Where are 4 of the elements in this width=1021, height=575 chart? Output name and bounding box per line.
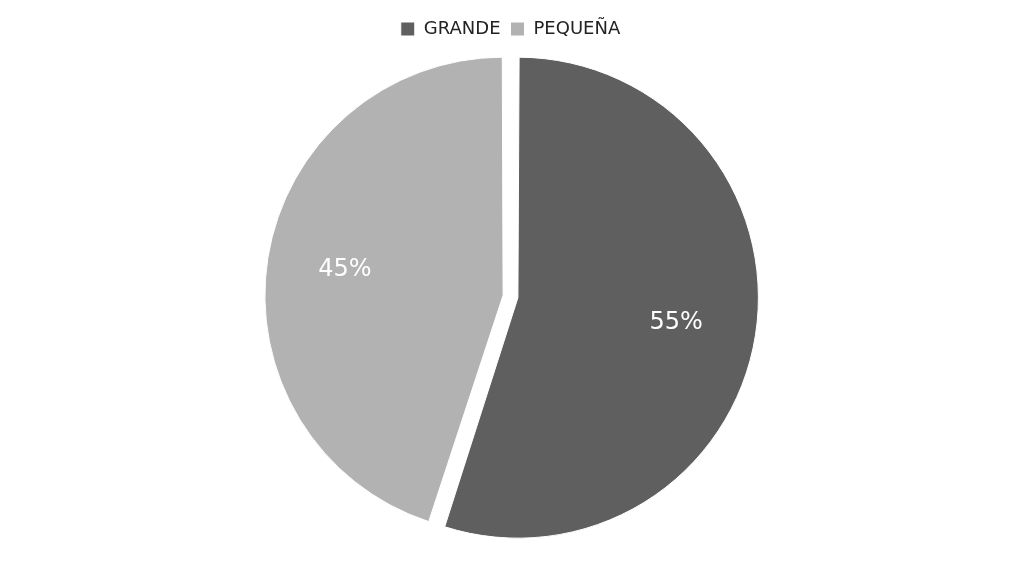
legend-label: GRANDE (423, 16, 501, 38)
legend-label: PEQUEÑA (533, 16, 621, 38)
data-label: 55% (649, 306, 703, 335)
data-label: 45% (318, 254, 372, 283)
